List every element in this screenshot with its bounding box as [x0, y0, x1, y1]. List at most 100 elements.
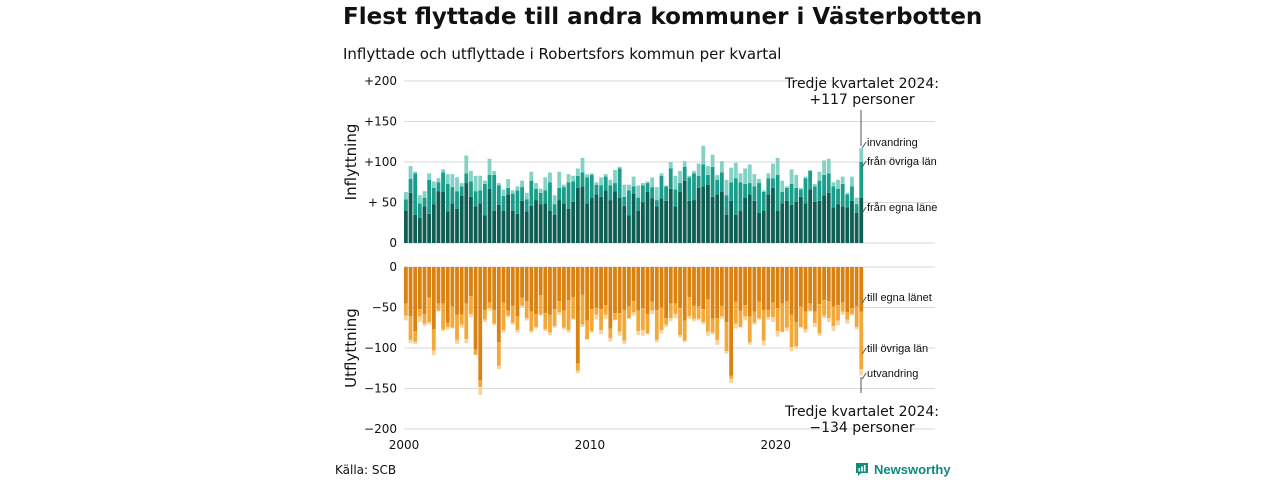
- bar-segment: [520, 267, 524, 298]
- bar-segment: [771, 163, 775, 179]
- bar-segment: [850, 176, 854, 187]
- bar-segment: [524, 267, 529, 302]
- bar-segment: [752, 311, 757, 323]
- bar-segment: [840, 176, 845, 184]
- bar-segment: [459, 314, 464, 325]
- bar-segment: [654, 339, 659, 343]
- bar-segment: [668, 162, 673, 169]
- bar-segment: [431, 181, 436, 188]
- bar-segment: [557, 171, 562, 188]
- bar-segment: [520, 200, 524, 243]
- series-label-leader: [861, 347, 867, 355]
- bar-segment: [650, 301, 655, 311]
- bar-segment: [785, 301, 789, 328]
- bar-segment: [557, 312, 562, 315]
- bar-segment: [506, 194, 511, 243]
- bar-segment: [585, 177, 590, 204]
- bar-segment: [589, 330, 594, 333]
- bar-segment: [496, 204, 501, 243]
- bar-segment: [510, 193, 515, 211]
- bar-segment: [715, 174, 720, 180]
- bar-segment: [682, 180, 687, 243]
- bar-segment: [803, 203, 808, 243]
- bar-segment: [441, 329, 445, 331]
- bar-segment: [589, 309, 594, 331]
- bar-segment: [761, 210, 766, 243]
- bar-segment: [413, 341, 418, 344]
- bar-segment: [589, 197, 594, 243]
- newsworthy-logo-icon: [856, 463, 868, 476]
- brand-logo[interactable]: Newsworthy: [855, 462, 951, 477]
- bar-segment: [831, 326, 836, 331]
- bar-segment: [622, 340, 627, 344]
- bar-segment: [404, 303, 408, 316]
- bar-segment: [701, 164, 706, 187]
- bar-segment: [678, 183, 682, 192]
- bar-segment: [613, 170, 617, 184]
- bar-segment: [729, 267, 734, 376]
- bar-segment: [836, 267, 840, 306]
- bar-segment: [487, 267, 492, 303]
- bar-segment: [459, 186, 464, 197]
- bar-segment: [617, 313, 622, 332]
- bar-segment: [836, 305, 840, 321]
- bar-segment: [441, 172, 445, 192]
- bar-segment: [603, 305, 608, 315]
- bar-segment: [603, 314, 608, 319]
- bar-segment: [417, 316, 422, 323]
- bar-segment: [501, 210, 506, 243]
- bar-segment: [631, 176, 636, 187]
- bar-segment: [487, 188, 492, 243]
- bar-segment: [627, 306, 631, 319]
- bar-segment: [492, 267, 497, 310]
- bar-segment: [650, 198, 655, 243]
- x-tick-label: 2020: [760, 438, 791, 452]
- bar-segment: [413, 173, 418, 215]
- bar-segment: [496, 185, 501, 205]
- series-label: från övriga län: [867, 156, 937, 168]
- bar-segment: [515, 330, 520, 333]
- bar-segment: [552, 214, 557, 243]
- bar-segment: [775, 210, 780, 243]
- bar-segment: [729, 200, 734, 243]
- bar-segment: [464, 183, 469, 243]
- bar-segment: [543, 203, 548, 243]
- bar-segment: [552, 326, 557, 328]
- bar-segment: [636, 330, 641, 336]
- bar-segment: [538, 314, 543, 316]
- bar-segment: [803, 267, 808, 312]
- bar-segment: [733, 162, 738, 179]
- bar-segment: [529, 311, 534, 331]
- bar-segment: [557, 267, 562, 302]
- bar-segment: [636, 197, 641, 211]
- bar-segment: [445, 174, 450, 184]
- bar-segment: [668, 168, 673, 189]
- bar-segment: [524, 199, 529, 212]
- bar-segment: [859, 148, 864, 162]
- bar-segment: [845, 194, 850, 208]
- bar-segment: [845, 267, 850, 313]
- bar-segment: [836, 179, 840, 189]
- bar-segment: [431, 187, 436, 205]
- bar-segment: [752, 267, 757, 312]
- bar-segment: [599, 309, 603, 331]
- bar-segment: [450, 327, 455, 329]
- bar-segment: [534, 326, 538, 329]
- series-label: från egna läne: [867, 202, 937, 214]
- bar-segment: [482, 309, 487, 320]
- bar-segment: [580, 157, 585, 173]
- bar-segment: [836, 320, 840, 326]
- chart-subtitle: Inflyttade och utflyttade i Robertsfors …: [343, 45, 782, 63]
- bar-segment: [692, 173, 696, 201]
- bar-segment: [506, 187, 511, 195]
- bar-segment: [803, 311, 808, 330]
- bar-segment: [808, 189, 813, 243]
- bar-segment: [659, 173, 664, 176]
- bar-segment: [798, 196, 803, 243]
- bar-segment: [543, 313, 548, 330]
- bar-segment: [775, 174, 780, 211]
- y-tick-label: 0: [389, 260, 397, 274]
- bar-segment: [664, 267, 669, 319]
- bar-segment: [794, 174, 799, 188]
- bar-segment: [631, 193, 636, 243]
